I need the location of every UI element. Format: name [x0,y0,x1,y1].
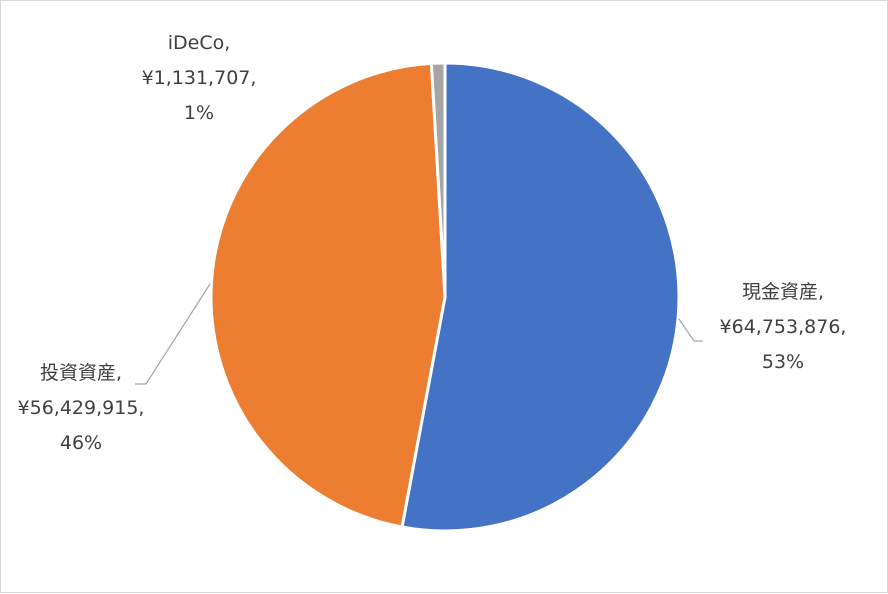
label-value-invest: ¥56,429,915, [18,397,145,419]
label-percent-invest: 46% [60,432,102,454]
data-label-cash: 現金資産, ¥64,753,876, 53% [720,281,847,373]
data-label-ideco: iDeCo, ¥1,131,707, 1% [142,32,257,124]
label-value-ideco: ¥1,131,707, [142,67,257,89]
data-labels: 現金資産, ¥64,753,876, 53% 投資資産, ¥56,429,915, 46%… [18,32,847,454]
label-category-ideco: iDeCo, [168,32,231,54]
pie-slice-invest [209,61,447,529]
slices-layer [209,61,681,533]
label-value-cash: ¥64,753,876, [720,316,847,338]
leader-lines [135,283,703,385]
leader-line-invest [135,283,211,385]
label-category-invest: 投資資産, [40,362,122,384]
label-percent-ideco: 1% [184,102,214,124]
data-label-invest: 投資資産, ¥56,429,915, 46% [18,362,145,454]
leader-line-cash [678,318,703,342]
pie-slice-ideco [429,61,447,298]
pie-slice-cash [400,61,681,533]
label-percent-cash: 53% [762,351,804,373]
label-category-cash: 現金資産, [742,281,824,303]
